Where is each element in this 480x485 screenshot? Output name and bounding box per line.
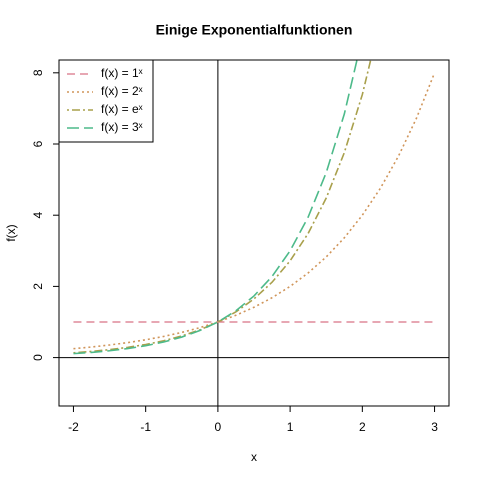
- y-tick-label: 8: [31, 69, 45, 76]
- series-line: [73, 60, 372, 354]
- x-tick-label: 2: [359, 420, 366, 434]
- legend-label: f(x) = eˣ: [101, 102, 143, 116]
- x-tick-label: -2: [68, 420, 79, 434]
- legend-label: f(x) = 1ˣ: [101, 66, 143, 80]
- x-tick-label: 3: [431, 420, 438, 434]
- series-line: [73, 72, 436, 350]
- x-tick-label: 0: [215, 420, 222, 434]
- x-tick-label: 1: [287, 420, 294, 434]
- legend-label: f(x) = 3ˣ: [101, 120, 143, 134]
- series-line: [73, 60, 358, 355]
- y-tick-label: 4: [31, 212, 45, 219]
- legend-label: f(x) = 2ˣ: [101, 84, 143, 98]
- y-tick-label: 6: [31, 140, 45, 147]
- plot-frame: [58, 59, 450, 407]
- y-axis-label: f(x): [4, 224, 18, 241]
- y-tick-label: 2: [31, 283, 45, 290]
- y-tick-label: 0: [31, 354, 45, 361]
- x-tick-label: -1: [140, 420, 151, 434]
- chart-title: Einige Exponentialfunktionen: [156, 22, 353, 38]
- x-axis-label: x: [251, 450, 257, 464]
